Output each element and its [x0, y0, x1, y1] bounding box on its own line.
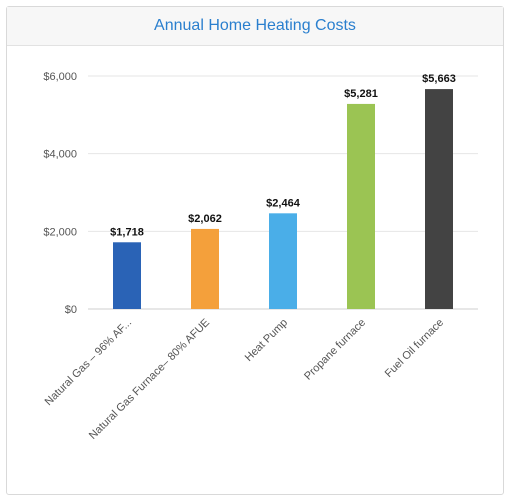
chart-title: Annual Home Heating Costs — [154, 17, 356, 34]
y-tick-label: $6,000 — [43, 71, 77, 83]
card-header: Annual Home Heating Costs — [7, 7, 503, 46]
bar — [425, 89, 453, 310]
bar — [113, 242, 141, 309]
y-tick-label: $0 — [65, 304, 77, 316]
data-label: $1,718 — [110, 226, 144, 238]
chart-card: Annual Home Heating Costs — [6, 6, 504, 495]
data-label: $2,062 — [188, 213, 222, 225]
bar — [347, 103, 375, 309]
data-label: $2,464 — [266, 197, 301, 209]
bar — [269, 213, 297, 309]
x-tick-label: Natural Gas – 96% AF... — [43, 317, 134, 408]
data-label: $5,281 — [344, 88, 378, 100]
y-tick-label: $4,000 — [43, 149, 77, 161]
x-tick-label: Fuel Oil furnace — [383, 317, 446, 380]
y-tick-label: $2,000 — [43, 226, 77, 238]
x-tick-label: Propane furnace — [302, 317, 368, 383]
bar — [191, 228, 219, 309]
data-label: $5,663 — [422, 73, 456, 85]
x-tick-label: Heat Pump — [243, 317, 290, 364]
